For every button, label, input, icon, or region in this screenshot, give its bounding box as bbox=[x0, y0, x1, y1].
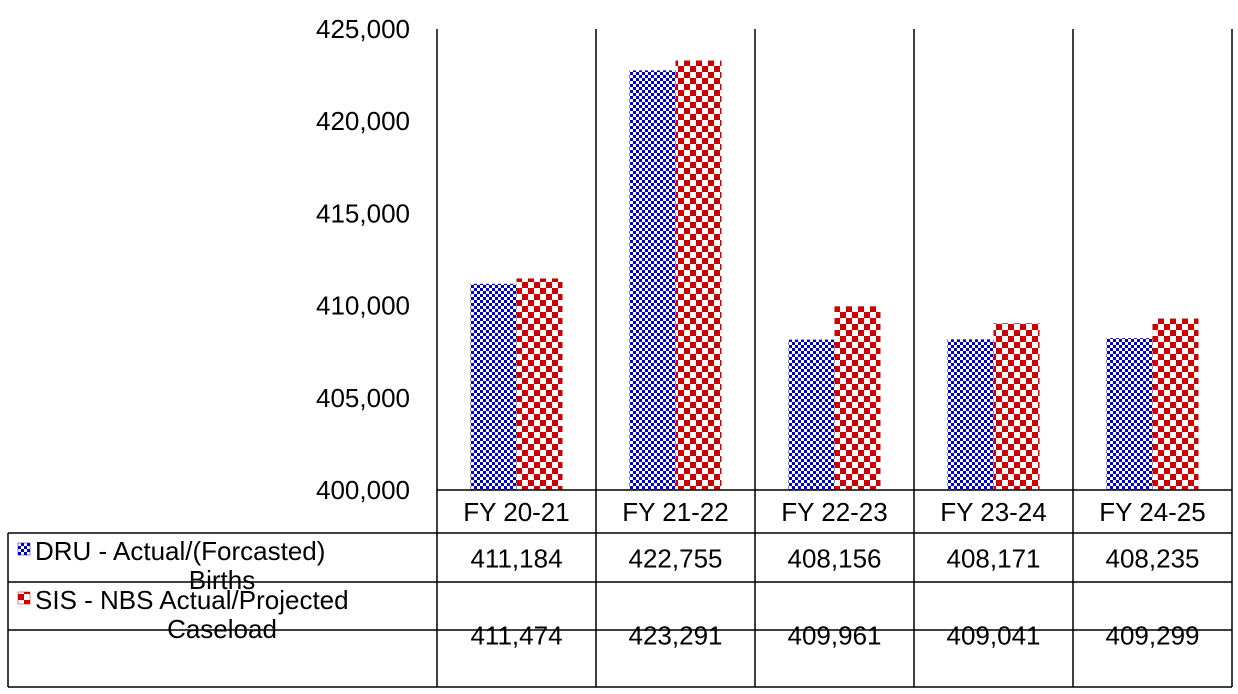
bar bbox=[470, 283, 517, 490]
data-value-label: 408,156 bbox=[788, 544, 882, 574]
data-value-label: 408,235 bbox=[1106, 544, 1200, 574]
category-label: FY 22-23 bbox=[781, 497, 887, 527]
y-tick-label: 405,000 bbox=[316, 383, 410, 413]
data-value-label: 423,291 bbox=[629, 621, 723, 651]
legend-series-name: DRU - Actual/(Forcasted) bbox=[35, 536, 325, 566]
bar bbox=[629, 70, 676, 490]
bar bbox=[947, 339, 994, 490]
bar bbox=[1106, 338, 1153, 490]
category-label: FY 21-22 bbox=[622, 497, 728, 527]
data-value-label: 409,041 bbox=[947, 621, 1041, 651]
legend-series-name: SIS - NBS Actual/Projected bbox=[35, 585, 349, 615]
y-tick-label: 425,000 bbox=[316, 14, 410, 44]
bar bbox=[675, 60, 722, 490]
y-tick-label: 400,000 bbox=[316, 475, 410, 505]
data-value-label: 409,299 bbox=[1106, 621, 1200, 651]
bar bbox=[993, 323, 1040, 490]
y-tick-label: 410,000 bbox=[316, 291, 410, 321]
legend-key-swatch bbox=[17, 542, 31, 556]
data-value-label: 409,961 bbox=[788, 621, 882, 651]
category-label: FY 23-24 bbox=[940, 497, 1046, 527]
bar bbox=[516, 278, 563, 490]
category-label: FY 24-25 bbox=[1099, 497, 1205, 527]
legend-series-name: Caseload bbox=[167, 614, 277, 644]
data-value-label: 422,755 bbox=[629, 544, 723, 574]
category-label: FY 20-21 bbox=[463, 497, 569, 527]
data-value-label: 408,171 bbox=[947, 544, 1041, 574]
y-tick-label: 415,000 bbox=[316, 198, 410, 228]
data-value-label: 411,474 bbox=[470, 621, 562, 651]
y-tick-label: 420,000 bbox=[316, 106, 410, 136]
legend-series-name: Births bbox=[189, 565, 255, 595]
legend-key-swatch bbox=[17, 591, 31, 605]
bar bbox=[1152, 318, 1199, 490]
data-value-label: 411,184 bbox=[470, 544, 562, 574]
bar bbox=[834, 306, 881, 490]
bar bbox=[788, 339, 835, 490]
